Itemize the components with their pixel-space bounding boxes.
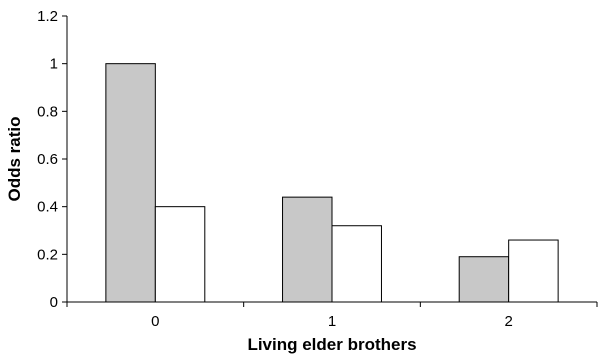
x-tick-label: 0 [151,313,159,330]
bar-series-1-cat-1 [282,196,333,303]
x-axis-title: Living elder brothers [247,335,416,354]
x-tick-label: 2 [504,313,512,330]
bar-series-2-cat-1 [331,225,382,303]
y-tick-label: 0.8 [37,103,58,120]
y-tick-label: 0.6 [37,151,58,168]
y-tick-label: 0.2 [37,246,58,263]
x-tick-label: 1 [328,313,336,330]
y-axis-title: Odds ratio [5,116,24,201]
y-axis-ticks: 0 0.2 0.4 0.6 0.8 1 1.2 [37,8,67,311]
bar-series-2-cat-2 [508,239,559,303]
y-tick-label: 0 [50,294,58,311]
y-tick-label: 0.4 [37,199,58,216]
bars-group [105,63,559,303]
bar-series-2-cat-0 [154,206,206,303]
y-tick-label: 1.2 [37,8,58,25]
bar-series-1-cat-2 [458,256,510,303]
bar-series-1-cat-0 [105,63,156,303]
y-tick-label: 1 [50,56,58,73]
x-axis-ticks: 0 1 2 [66,302,598,330]
